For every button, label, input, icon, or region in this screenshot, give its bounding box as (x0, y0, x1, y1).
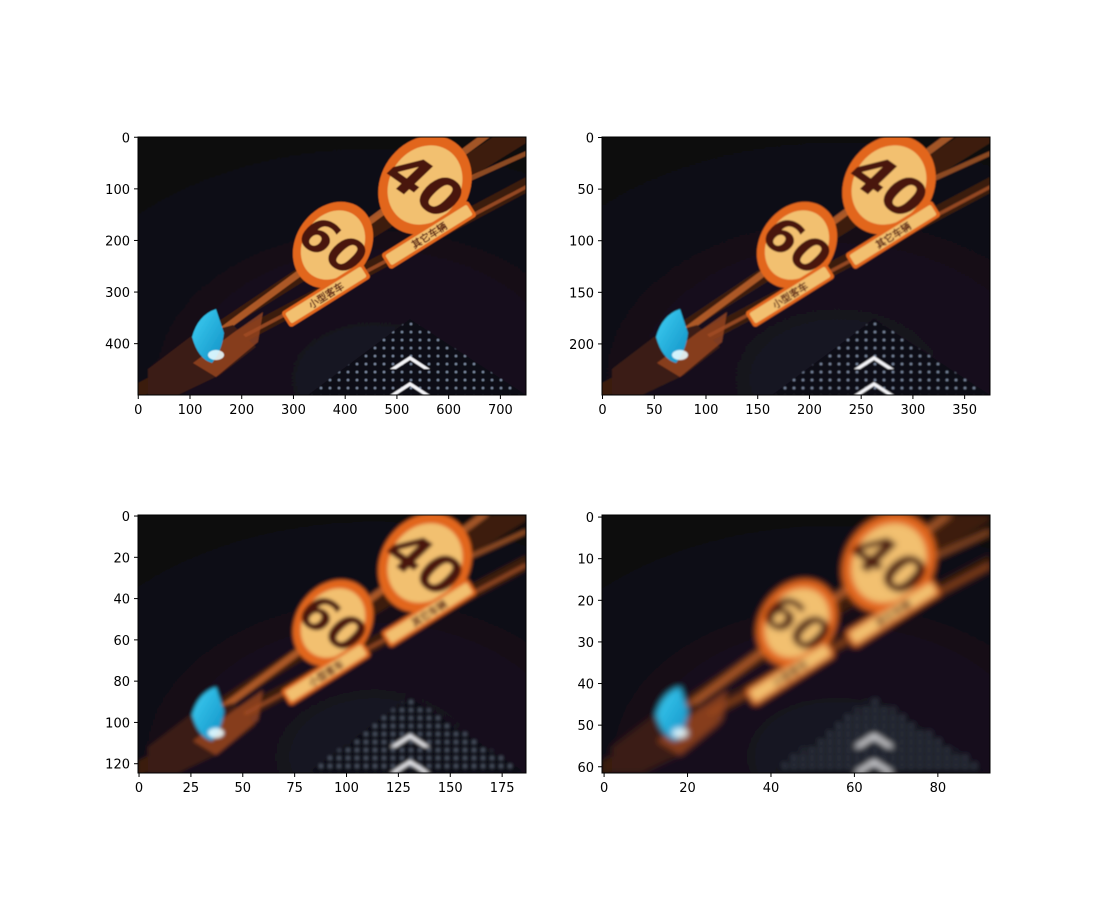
building-light (390, 382, 430, 395)
y-tick-label: 60 (113, 634, 130, 649)
x-tick-label: 350 (952, 403, 977, 418)
vehicle-type-plate: 其它车辆 (846, 579, 940, 647)
y-tick-label: 100 (105, 183, 130, 198)
x-tick-label: 150 (745, 403, 770, 418)
y-tick-label: 50 (577, 719, 594, 734)
y-tick-label: 400 (105, 338, 130, 353)
y-tick-label: 0 (586, 132, 594, 147)
building-light (854, 356, 894, 369)
y-tick-label: 10 (577, 553, 594, 568)
x-tick-label: 40 (763, 781, 780, 796)
y-tick-label: 0 (586, 511, 594, 526)
y-tick-label: 150 (569, 286, 594, 301)
axes-frame (137, 514, 527, 774)
cyan-signal-light (656, 687, 688, 741)
x-tick-label: 50 (235, 781, 252, 796)
y-tick-label: 20 (113, 551, 130, 566)
building (772, 319, 990, 395)
building-light (854, 382, 894, 395)
x-tick-label: 75 (286, 781, 303, 796)
y-tick-label: 20 (577, 594, 594, 609)
x-tick-label: 0 (598, 403, 606, 418)
building-light (390, 356, 430, 369)
y-tick-label: 100 (569, 235, 594, 250)
y-tick-label: 0 (122, 131, 130, 146)
y-tick-label: 0 (122, 510, 130, 525)
building-light (854, 734, 894, 747)
axes-frame (137, 136, 527, 396)
y-tick-label: 30 (577, 636, 594, 651)
y-tick-label: 40 (113, 593, 130, 608)
y-tick-label: 120 (105, 758, 130, 773)
x-tick-label: 100 (334, 781, 359, 796)
y-tick-label: 100 (105, 716, 130, 731)
x-tick-label: 300 (901, 403, 926, 418)
cyan-signal-light (192, 687, 224, 741)
building (308, 697, 526, 773)
x-tick-label: 700 (488, 403, 513, 418)
x-tick-label: 200 (797, 403, 822, 418)
cyan-signal-light (656, 309, 688, 363)
x-tick-label: 125 (386, 781, 411, 796)
building (308, 319, 526, 395)
x-tick-label: 250 (849, 403, 874, 418)
x-tick-label: 300 (281, 403, 306, 418)
y-tick-label: 50 (577, 183, 594, 198)
x-tick-label: 175 (490, 781, 515, 796)
y-tick-label: 200 (569, 338, 594, 353)
y-tick-label: 40 (577, 678, 594, 693)
building-light (390, 734, 430, 747)
axes: 0 25 50 75 100 125 150 175 0 20 40 60 80 100 120 (105, 510, 527, 796)
x-tick-label: 100 (178, 403, 203, 418)
x-tick-label: 20 (679, 781, 696, 796)
building-light (390, 760, 430, 773)
x-tick-label: 25 (183, 781, 200, 796)
axes-frame (601, 514, 991, 774)
x-tick-label: 80 (930, 781, 947, 796)
cyan-signal-light (192, 309, 224, 363)
x-tick-label: 500 (385, 403, 410, 418)
y-tick-label: 80 (113, 675, 130, 690)
axes: 0 50 100 150 200 250 300 350 0 50 100 150 200 (569, 132, 991, 418)
x-tick-label: 0 (134, 403, 142, 418)
x-tick-label: 60 (846, 781, 863, 796)
y-tick-label: 60 (577, 761, 594, 776)
x-tick-label: 600 (436, 403, 461, 418)
building-light (854, 760, 894, 773)
axes: 0 100 200 300 400 500 600 700 0 100 200 300 400 (105, 131, 527, 418)
x-tick-label: 150 (438, 781, 463, 796)
x-tick-label: 50 (646, 403, 663, 418)
building (772, 697, 990, 773)
y-tick-label: 300 (105, 286, 130, 301)
axes-frame (601, 136, 991, 396)
axes: 0 20 40 60 80 0 10 20 30 40 50 60 (577, 511, 991, 796)
x-tick-label: 100 (694, 403, 719, 418)
x-tick-label: 400 (333, 403, 358, 418)
x-tick-label: 0 (600, 781, 608, 796)
y-tick-label: 200 (105, 234, 130, 249)
x-tick-label: 0 (135, 781, 143, 796)
x-tick-label: 200 (229, 403, 254, 418)
speed-limit-sign: 40 (838, 137, 938, 235)
